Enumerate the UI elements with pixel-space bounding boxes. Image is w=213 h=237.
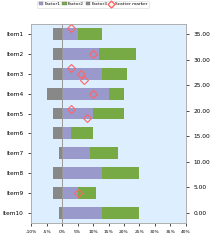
Bar bbox=[62, 128, 71, 139]
Bar bbox=[53, 68, 62, 80]
Bar bbox=[62, 147, 90, 159]
Bar bbox=[53, 128, 62, 139]
Bar bbox=[93, 108, 124, 119]
Bar bbox=[71, 128, 93, 139]
Bar bbox=[62, 68, 102, 80]
Bar bbox=[47, 88, 62, 100]
Bar bbox=[62, 48, 99, 60]
Bar bbox=[62, 108, 93, 119]
Legend: Factor1, Factor2, Factor3, Scatter marker: Factor1, Factor2, Factor3, Scatter marke… bbox=[37, 1, 149, 8]
Bar bbox=[102, 167, 139, 179]
Bar bbox=[53, 28, 62, 40]
Bar bbox=[62, 187, 78, 199]
Bar bbox=[53, 167, 62, 179]
Bar bbox=[53, 108, 62, 119]
Bar bbox=[102, 207, 139, 219]
Bar bbox=[78, 187, 96, 199]
Bar bbox=[90, 147, 118, 159]
Bar bbox=[62, 167, 102, 179]
Bar bbox=[62, 88, 108, 100]
Bar bbox=[108, 88, 124, 100]
Bar bbox=[99, 48, 136, 60]
Bar bbox=[102, 68, 127, 80]
Bar bbox=[59, 207, 62, 219]
Bar bbox=[78, 28, 102, 40]
Bar bbox=[62, 207, 102, 219]
Bar bbox=[59, 147, 62, 159]
Bar bbox=[62, 28, 78, 40]
Bar bbox=[53, 187, 62, 199]
Bar bbox=[53, 48, 62, 60]
